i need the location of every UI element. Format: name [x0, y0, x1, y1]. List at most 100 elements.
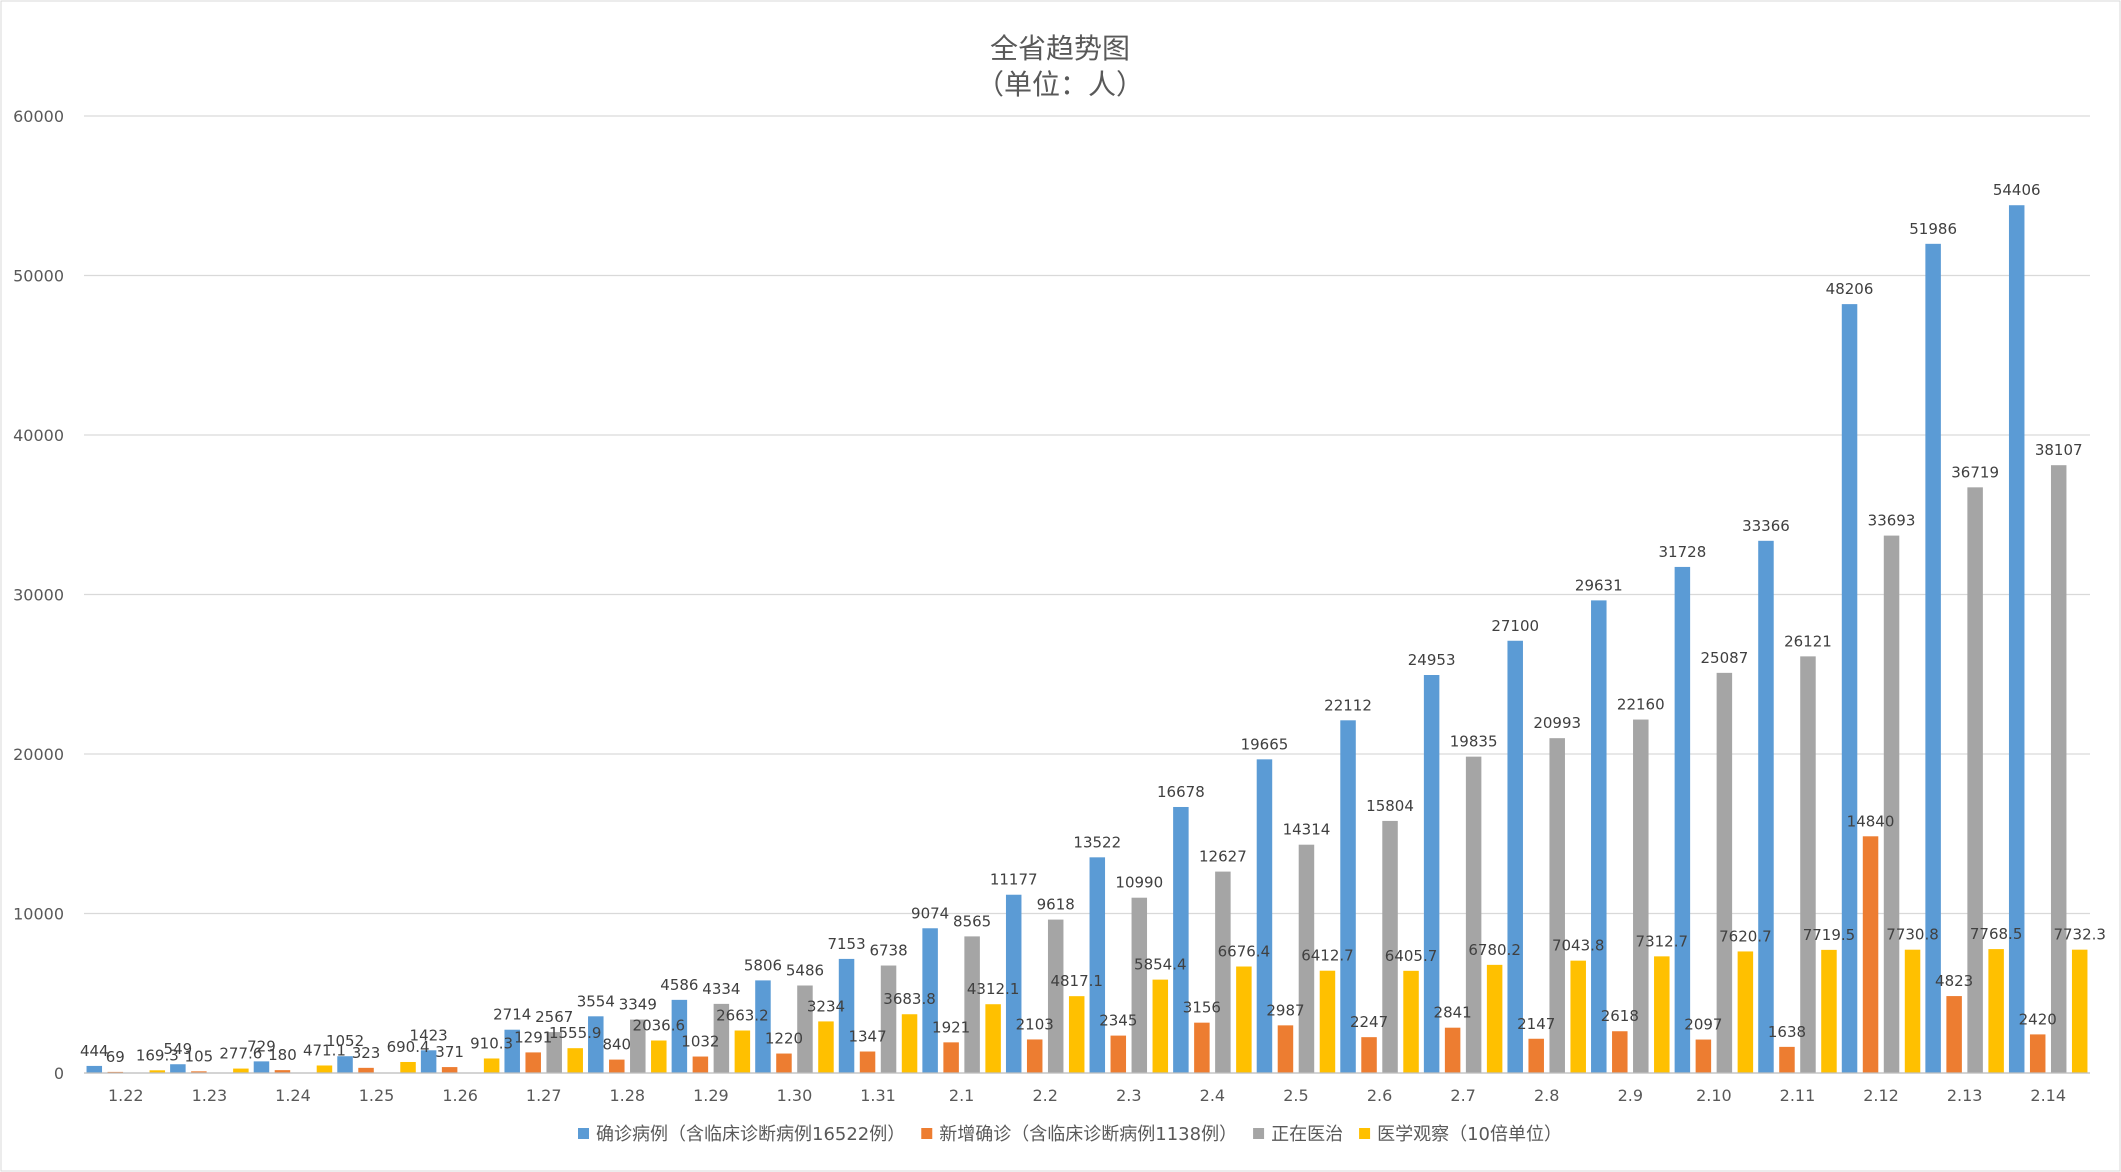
bar — [1026, 1039, 1043, 1073]
data-label: 371 — [435, 1043, 464, 1061]
x-tick-label: 2.9 — [1618, 1086, 1643, 1105]
data-label: 1220 — [765, 1030, 803, 1048]
bar — [818, 1021, 834, 1073]
data-label: 22160 — [1617, 696, 1665, 714]
data-label: 1555.9 — [549, 1024, 602, 1042]
bar — [233, 1068, 249, 1073]
data-label: 3349 — [619, 996, 657, 1014]
data-label: 2714 — [493, 1006, 531, 1024]
bar — [1319, 970, 1336, 1073]
data-label: 19665 — [1241, 735, 1289, 753]
data-label: 6676.4 — [1218, 943, 1271, 961]
data-label: 16678 — [1157, 783, 1205, 801]
bar — [316, 1065, 333, 1073]
legend-label: 正在医治 — [1271, 1124, 1343, 1145]
bar — [86, 1065, 103, 1073]
bar — [1695, 1039, 1712, 1073]
x-tick-label: 2.2 — [1032, 1086, 1057, 1105]
bar — [755, 980, 771, 1073]
bar — [1215, 871, 1231, 1073]
bar — [525, 1052, 541, 1073]
y-tick-label: 10000 — [13, 905, 64, 924]
bar — [420, 1050, 437, 1073]
bar — [358, 1067, 374, 1073]
x-tick-label: 1.28 — [609, 1086, 645, 1105]
legend-label: 确诊病例（含临床诊断病例16522例） — [596, 1124, 905, 1145]
bar — [1716, 672, 1733, 1073]
data-label: 690.4 — [387, 1038, 430, 1056]
bar — [1841, 304, 1858, 1074]
data-label: 105 — [185, 1047, 214, 1065]
bar — [1925, 243, 1941, 1073]
bar — [253, 1061, 270, 1073]
bar — [1883, 535, 1900, 1073]
bar — [1423, 674, 1440, 1073]
x-tick-label: 1.31 — [860, 1086, 896, 1105]
bar — [567, 1048, 583, 1073]
data-label: 20993 — [1533, 714, 1581, 732]
data-label: 48206 — [1826, 280, 1874, 298]
data-label: 9618 — [1037, 896, 1075, 914]
x-tick-label: 1.30 — [777, 1086, 813, 1105]
data-label: 7768.5 — [1970, 925, 2023, 943]
data-label: 7732.3 — [2053, 926, 2106, 944]
data-label: 4334 — [702, 980, 740, 998]
data-label: 6780.2 — [1468, 941, 1521, 959]
bar — [1946, 996, 1962, 1073]
bar — [1361, 1037, 1377, 1073]
bar — [1340, 720, 1356, 1073]
data-label: 444 — [80, 1042, 109, 1060]
data-label: 8565 — [953, 912, 991, 930]
bar — [1988, 949, 2004, 1073]
y-tick-label: 50000 — [13, 267, 64, 286]
bar — [1570, 960, 1586, 1073]
data-label: 5806 — [744, 956, 782, 974]
bar — [2050, 465, 2067, 1073]
data-label: 4823 — [1935, 972, 1973, 990]
x-tick-label: 2.11 — [1780, 1086, 1816, 1105]
bar — [1612, 1031, 1628, 1073]
bar — [1821, 949, 1837, 1073]
bar — [1236, 966, 1252, 1073]
x-tick-label: 1.24 — [275, 1086, 311, 1105]
bar — [1591, 600, 1607, 1073]
bar — [1486, 964, 1503, 1073]
legend-label: 医学观察（10倍单位） — [1377, 1124, 1562, 1145]
data-label: 549 — [164, 1040, 193, 1058]
data-label: 5486 — [786, 961, 824, 979]
legend: 确诊病例（含临床诊断病例16522例） 新增确诊（含临床诊断病例1138例） 正在医… — [578, 1124, 1562, 1145]
x-tick-label: 2.12 — [1863, 1086, 1899, 1105]
bar — [1800, 656, 1816, 1073]
bar — [1152, 979, 1169, 1073]
legend-swatch — [1359, 1128, 1371, 1139]
data-label: 11177 — [990, 871, 1038, 889]
chart-subtitle: （单位：人） — [976, 68, 1144, 101]
data-label: 14314 — [1283, 821, 1331, 839]
data-label: 2841 — [1434, 1004, 1472, 1022]
bar — [546, 1032, 562, 1073]
data-label: 3683.8 — [883, 990, 936, 1008]
bar — [483, 1058, 500, 1073]
bar — [1173, 806, 1189, 1073]
bar — [588, 1016, 604, 1073]
data-label: 33366 — [1742, 517, 1790, 535]
bar — [1549, 738, 1565, 1073]
data-label: 6412.7 — [1301, 947, 1354, 965]
data-label: 26121 — [1784, 632, 1832, 650]
data-label: 4312.1 — [967, 980, 1020, 998]
data-label: 69 — [106, 1048, 125, 1066]
bar — [838, 958, 855, 1073]
x-tick-label: 2.13 — [1947, 1086, 1983, 1105]
data-label: 1921 — [932, 1018, 970, 1036]
data-label: 29631 — [1575, 576, 1623, 594]
bar — [985, 1004, 1001, 1073]
x-tick-label: 2.5 — [1283, 1086, 1308, 1105]
data-label: 2103 — [1016, 1015, 1054, 1033]
bar — [1256, 759, 1273, 1073]
bar — [274, 1070, 291, 1073]
bar — [692, 1056, 709, 1073]
bar — [2008, 205, 2025, 1073]
y-tick-label: 30000 — [13, 586, 64, 605]
